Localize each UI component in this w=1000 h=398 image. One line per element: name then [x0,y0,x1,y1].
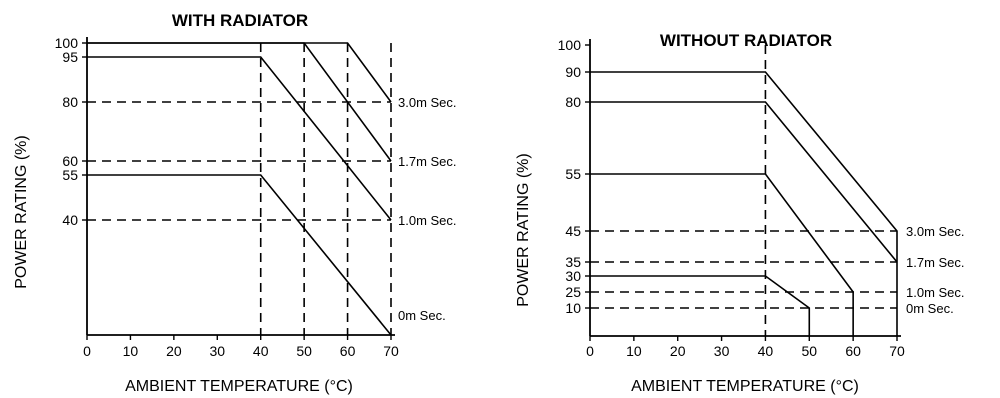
x-tick-label: 40 [253,343,269,359]
x-tick-label: 10 [123,343,139,359]
y-tick-label: 40 [62,212,78,228]
y-tick-label: 45 [565,223,581,239]
series-line-0 [590,71,898,336]
x-tick-label: 70 [383,343,399,359]
y-tick-label: 55 [565,166,581,182]
y-tick-label: 25 [565,284,581,300]
y-tick-label: 10 [565,300,581,316]
series-line-2 [87,56,392,221]
x-tick-label: 20 [166,343,182,359]
series-line-0 [87,42,392,103]
y-tick-label: 30 [565,268,581,284]
series-label-0: 3.0m Sec. [906,224,965,239]
chart-without-radiator: WITHOUT RADIATOR AMBIENT TEMPERATURE (°C… [515,31,965,395]
x-tick-label: 30 [209,343,225,359]
y-tick-label: 35 [565,254,581,270]
y-tick-label: 55 [62,167,78,183]
chart-title: WITHOUT RADIATOR [660,31,832,50]
x-axis-label: AMBIENT TEMPERATURE (°C) [125,378,353,395]
y-axis-label: POWER RATING (%) [13,135,30,288]
y-tick-label: 80 [62,94,78,110]
y-tick-label: 80 [565,94,581,110]
x-tick-label: 60 [845,343,861,359]
x-tick-label: 50 [296,343,312,359]
series-line-3 [590,275,811,336]
y-tick-label: 100 [558,37,582,53]
y-tick-label: 100 [55,35,79,51]
series-label-3: 0m Sec. [398,308,446,323]
x-tick-label: 40 [758,343,774,359]
x-tick-label: 10 [626,343,642,359]
series-label-1: 1.7m Sec. [906,255,965,270]
y-tick-label: 90 [565,64,581,80]
series-label-3: 0m Sec. [906,301,954,316]
series-line-1 [590,101,898,263]
series-line-2 [590,173,854,336]
x-tick-label: 0 [83,343,91,359]
series-line-1 [87,42,392,162]
series-label-2: 1.0m Sec. [398,213,457,228]
series-label-1: 1.7m Sec. [398,154,457,169]
x-tick-label: 0 [586,343,594,359]
x-tick-label: 70 [889,343,905,359]
series-label-2: 1.0m Sec. [906,285,965,300]
chart-with-radiator: WITH RADIATOR AMBIENT TEMPERATURE (°C) P… [13,11,457,395]
x-tick-label: 30 [714,343,730,359]
series-line-3 [87,174,392,336]
x-tick-label: 20 [670,343,686,359]
series-label-0: 3.0m Sec. [398,95,457,110]
y-tick-label: 60 [62,153,78,169]
y-axis-label: POWER RATING (%) [515,153,532,306]
chart-title: WITH RADIATOR [172,11,308,30]
x-tick-label: 50 [801,343,817,359]
x-axis-label: AMBIENT TEMPERATURE (°C) [631,378,859,395]
y-tick-label: 95 [62,49,78,65]
x-tick-label: 60 [340,343,356,359]
